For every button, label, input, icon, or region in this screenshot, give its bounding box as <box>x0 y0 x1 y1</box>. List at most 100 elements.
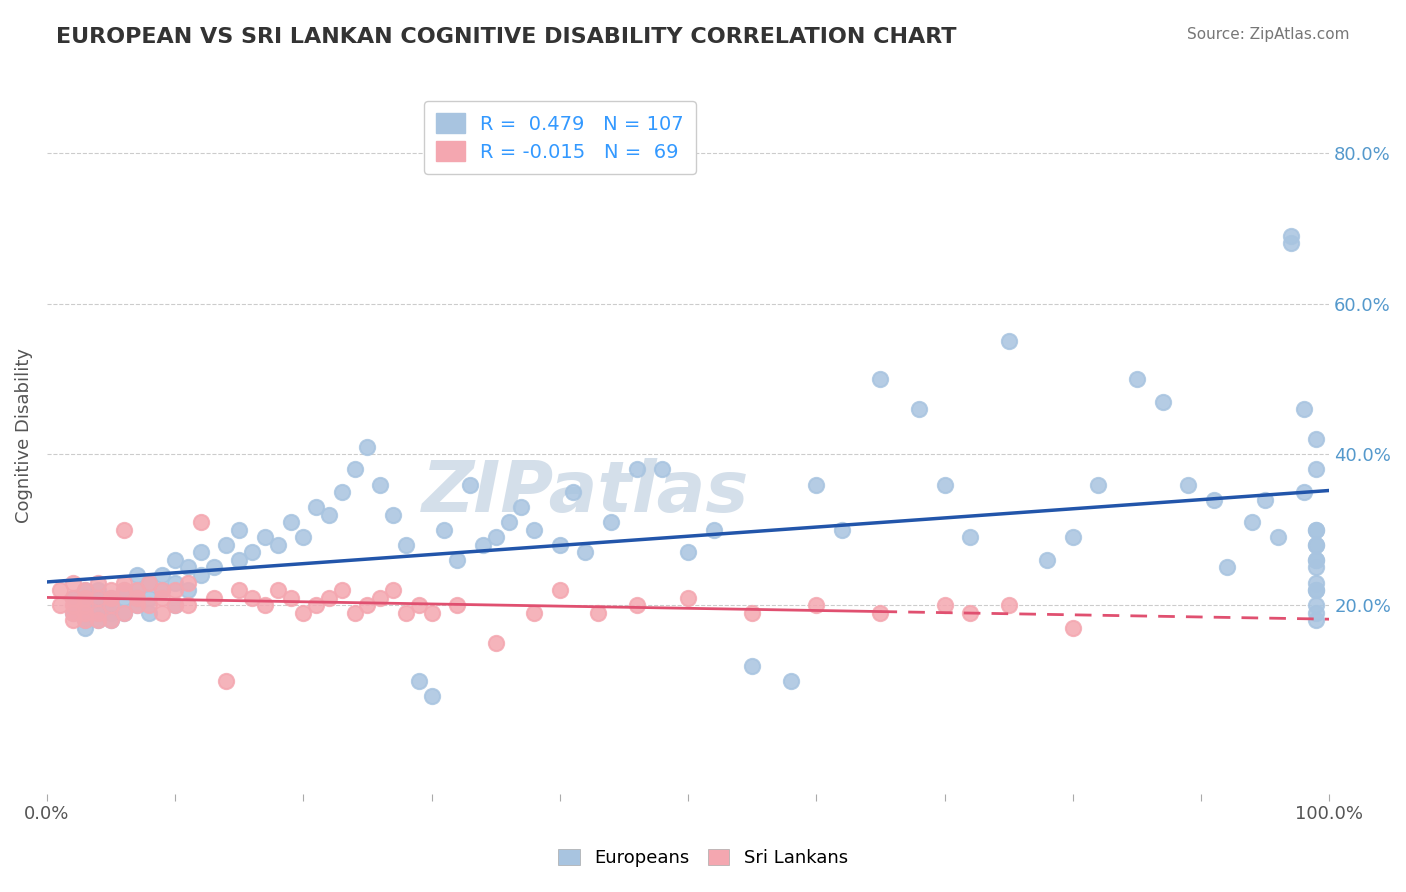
Point <box>202 591 225 605</box>
Point <box>1305 523 1327 537</box>
Point <box>125 591 148 605</box>
Point <box>138 575 160 590</box>
Text: Source: ZipAtlas.com: Source: ZipAtlas.com <box>1187 27 1350 42</box>
Point <box>125 583 148 598</box>
Point <box>165 598 187 612</box>
Point <box>87 606 110 620</box>
Point <box>190 568 212 582</box>
Point <box>150 568 173 582</box>
Point <box>600 515 623 529</box>
Point <box>215 538 238 552</box>
Point <box>177 560 200 574</box>
Point <box>831 523 853 537</box>
Point <box>112 606 135 620</box>
Point <box>485 636 508 650</box>
Point <box>806 598 828 612</box>
Legend: R =  0.479   N = 107, R = -0.015   N =  69: R = 0.479 N = 107, R = -0.015 N = 69 <box>425 102 696 174</box>
Point <box>343 462 366 476</box>
Point <box>75 621 97 635</box>
Point <box>87 575 110 590</box>
Point <box>408 598 430 612</box>
Point <box>1305 583 1327 598</box>
Point <box>510 500 533 515</box>
Point <box>267 583 290 598</box>
Point <box>112 575 135 590</box>
Point <box>240 591 263 605</box>
Point <box>100 583 122 598</box>
Y-axis label: Cognitive Disability: Cognitive Disability <box>15 348 32 523</box>
Point <box>1305 583 1327 598</box>
Point <box>574 545 596 559</box>
Point <box>1152 394 1174 409</box>
Point <box>741 606 763 620</box>
Point <box>112 583 135 598</box>
Point <box>112 523 135 537</box>
Point <box>703 523 725 537</box>
Point <box>1177 477 1199 491</box>
Point <box>75 613 97 627</box>
Point <box>1305 538 1327 552</box>
Point <box>87 591 110 605</box>
Point <box>1305 553 1327 567</box>
Point <box>292 530 315 544</box>
Point <box>959 606 981 620</box>
Point <box>523 523 546 537</box>
Point <box>125 598 148 612</box>
Point <box>446 553 468 567</box>
Point <box>806 477 828 491</box>
Point <box>75 613 97 627</box>
Point <box>318 591 340 605</box>
Point <box>138 606 160 620</box>
Text: EUROPEAN VS SRI LANKAN COGNITIVE DISABILITY CORRELATION CHART: EUROPEAN VS SRI LANKAN COGNITIVE DISABIL… <box>56 27 956 46</box>
Point <box>75 591 97 605</box>
Point <box>190 515 212 529</box>
Point <box>1305 538 1327 552</box>
Point <box>138 598 160 612</box>
Point <box>177 598 200 612</box>
Point <box>741 658 763 673</box>
Point <box>150 606 173 620</box>
Point <box>676 591 699 605</box>
Point <box>48 583 70 598</box>
Point <box>934 598 956 612</box>
Point <box>1305 606 1327 620</box>
Point <box>280 591 302 605</box>
Point <box>150 583 173 598</box>
Point <box>471 538 494 552</box>
Point <box>869 606 891 620</box>
Point <box>125 568 148 582</box>
Point <box>87 591 110 605</box>
Point <box>240 545 263 559</box>
Point <box>934 477 956 491</box>
Point <box>343 606 366 620</box>
Point <box>75 583 97 598</box>
Point <box>267 538 290 552</box>
Point <box>433 523 456 537</box>
Point <box>228 523 250 537</box>
Point <box>1305 598 1327 612</box>
Point <box>75 606 97 620</box>
Point <box>112 583 135 598</box>
Point <box>305 598 328 612</box>
Point <box>228 553 250 567</box>
Point <box>1062 621 1084 635</box>
Point <box>420 606 443 620</box>
Point <box>87 583 110 598</box>
Point <box>87 613 110 627</box>
Point <box>676 545 699 559</box>
Point <box>112 591 135 605</box>
Point <box>62 598 84 612</box>
Point <box>75 598 97 612</box>
Point <box>588 606 610 620</box>
Point <box>446 598 468 612</box>
Point <box>1279 228 1302 243</box>
Point <box>997 334 1019 349</box>
Point <box>959 530 981 544</box>
Point <box>228 583 250 598</box>
Point <box>177 575 200 590</box>
Point <box>125 583 148 598</box>
Point <box>356 598 378 612</box>
Point <box>62 606 84 620</box>
Point <box>869 372 891 386</box>
Point <box>177 583 200 598</box>
